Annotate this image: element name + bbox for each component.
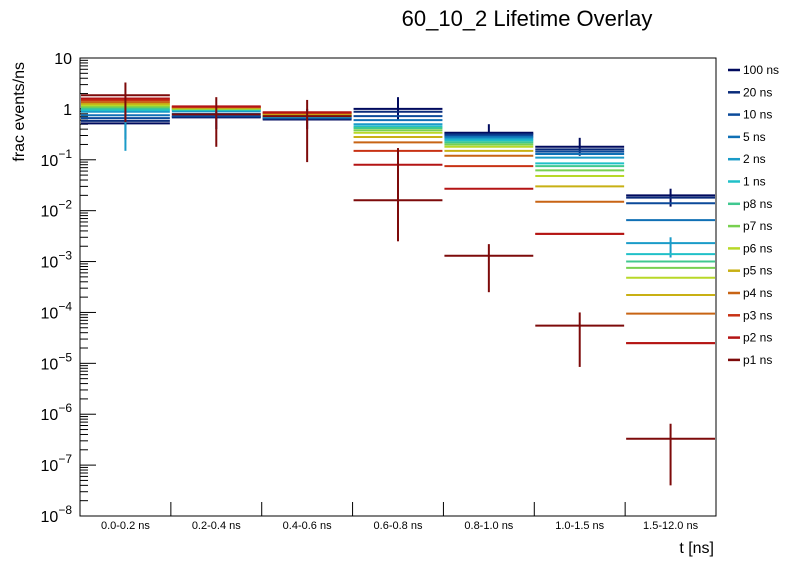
y-tick-label: 10−2 bbox=[41, 198, 73, 221]
legend-label: p8 ns bbox=[743, 197, 772, 211]
legend-label: p4 ns bbox=[743, 286, 772, 300]
plot-frame bbox=[79, 57, 717, 517]
y-tick-label: 10−6 bbox=[41, 401, 73, 424]
x-tick-label: 1.0-1.5 ns bbox=[555, 520, 604, 532]
legend-label: p7 ns bbox=[743, 219, 772, 233]
y-tick-label: 10 bbox=[54, 51, 72, 68]
legend: 100 ns 20 ns 10 ns 5 ns 2 ns 1 ns p8 ns p7 ns p6… bbox=[728, 63, 779, 367]
chart-title: 60_10_2 Lifetime Overlay bbox=[402, 6, 653, 31]
legend-label: p3 ns bbox=[743, 308, 772, 322]
x-tick-label: 0.2-0.4 ns bbox=[192, 520, 241, 532]
y-tick-label: 10−4 bbox=[41, 299, 73, 322]
legend-label: p5 ns bbox=[743, 264, 772, 278]
legend-label: 1 ns bbox=[743, 175, 766, 189]
y-tick-label: 10−8 bbox=[41, 503, 73, 526]
legend-label: p6 ns bbox=[743, 241, 772, 255]
legend-label: 5 ns bbox=[743, 130, 766, 144]
y-axis-tick-labels: 10−8 10−7 10−6 10−5 10−4 10−3 10−2 10−1 1 10 bbox=[41, 51, 73, 526]
x-tick-label: 0.8-1.0 ns bbox=[464, 520, 513, 532]
legend-label: 100 ns bbox=[743, 63, 779, 77]
legend-label: 2 ns bbox=[743, 152, 766, 166]
legend-label: 10 ns bbox=[743, 108, 772, 122]
y-axis-label: frac events/ns bbox=[11, 62, 28, 162]
x-tick-label: 0.6-0.8 ns bbox=[374, 520, 423, 532]
series-p1-ns bbox=[81, 82, 715, 486]
legend-label: p1 ns bbox=[743, 353, 772, 367]
y-axis-ticks bbox=[80, 57, 96, 517]
x-axis-label: t [ns] bbox=[679, 540, 714, 557]
x-tick-label: 0.4-0.6 ns bbox=[283, 520, 332, 532]
plot-frame-rect bbox=[79, 57, 717, 517]
legend-label: p2 ns bbox=[743, 331, 772, 345]
x-tick-label: 0.0-0.2 ns bbox=[101, 520, 150, 532]
x-axis-tick-labels: 0.0-0.2 ns 0.2-0.4 ns 0.4-0.6 ns 0.6-0.8 ns… bbox=[101, 520, 699, 532]
y-tick-label: 10−5 bbox=[41, 350, 73, 373]
y-tick-label: 1 bbox=[63, 102, 72, 119]
y-tick-label: 10−1 bbox=[41, 147, 73, 170]
y-tick-label: 10−7 bbox=[41, 452, 73, 475]
x-tick-label: 1.5-12.0 ns bbox=[643, 520, 699, 532]
series-layer bbox=[81, 82, 715, 486]
x-axis-ticks bbox=[170, 502, 626, 516]
legend-label: 20 ns bbox=[743, 85, 772, 99]
y-tick-label: 10−3 bbox=[41, 249, 73, 272]
